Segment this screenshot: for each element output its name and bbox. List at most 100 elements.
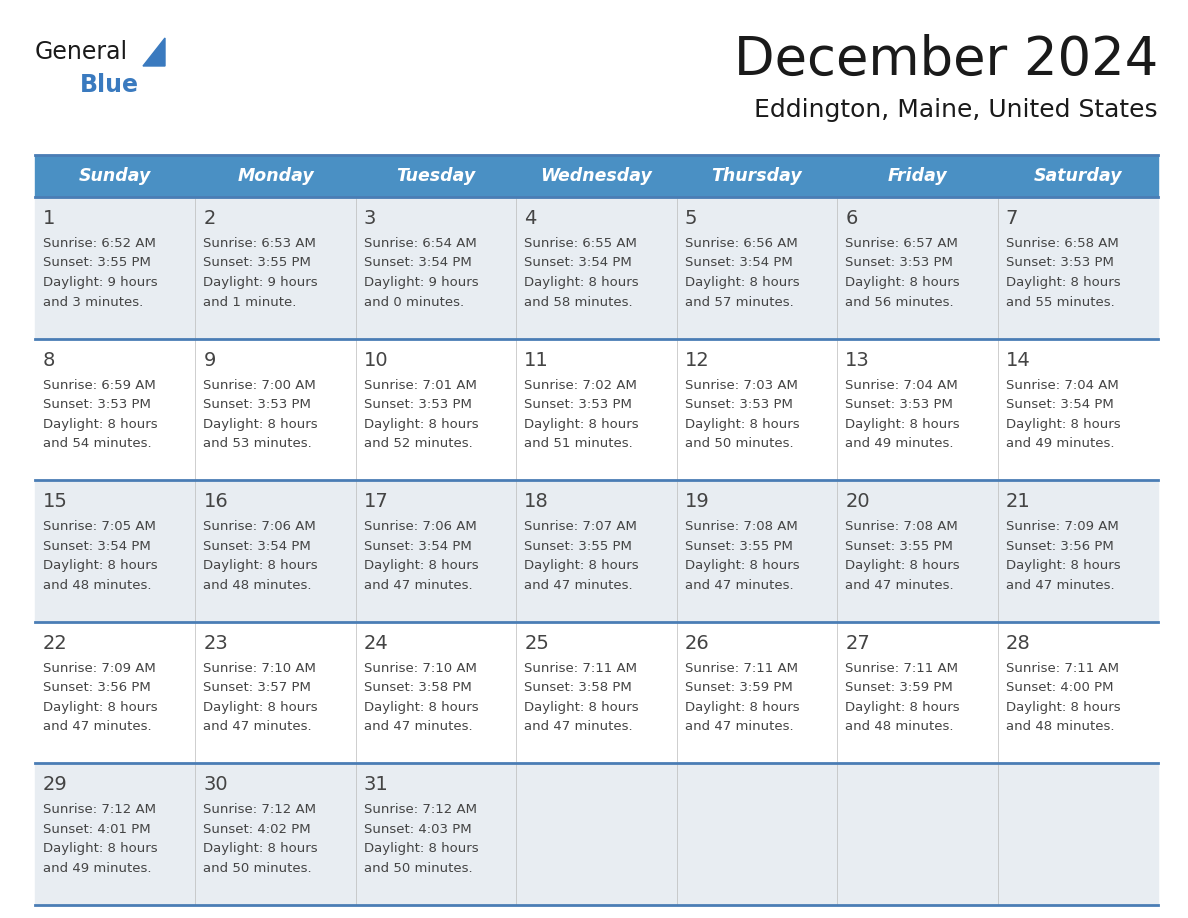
Text: Daylight: 8 hours: Daylight: 8 hours: [524, 276, 639, 289]
Text: Daylight: 8 hours: Daylight: 8 hours: [845, 700, 960, 714]
Text: 14: 14: [1005, 351, 1030, 370]
Text: and 0 minutes.: and 0 minutes.: [364, 296, 465, 308]
Text: and 55 minutes.: and 55 minutes.: [1005, 296, 1114, 308]
Text: 24: 24: [364, 633, 388, 653]
Text: and 49 minutes.: and 49 minutes.: [43, 862, 152, 875]
Text: Sunrise: 6:53 AM: Sunrise: 6:53 AM: [203, 237, 316, 250]
Text: 11: 11: [524, 351, 549, 370]
Text: and 52 minutes.: and 52 minutes.: [364, 437, 473, 450]
Text: Daylight: 8 hours: Daylight: 8 hours: [1005, 418, 1120, 431]
Text: Sunrise: 7:10 AM: Sunrise: 7:10 AM: [364, 662, 476, 675]
Text: Sunrise: 7:09 AM: Sunrise: 7:09 AM: [43, 662, 156, 675]
Text: Daylight: 8 hours: Daylight: 8 hours: [203, 559, 318, 572]
Text: 15: 15: [43, 492, 68, 511]
Text: and 47 minutes.: and 47 minutes.: [1005, 578, 1114, 592]
Text: Daylight: 8 hours: Daylight: 8 hours: [684, 418, 800, 431]
Text: Sunset: 3:55 PM: Sunset: 3:55 PM: [684, 540, 792, 553]
Text: 25: 25: [524, 633, 549, 653]
Text: 3: 3: [364, 209, 377, 228]
Text: Sunset: 3:56 PM: Sunset: 3:56 PM: [43, 681, 151, 694]
Text: Daylight: 8 hours: Daylight: 8 hours: [43, 843, 158, 856]
Text: Daylight: 8 hours: Daylight: 8 hours: [364, 559, 479, 572]
Text: 1: 1: [43, 209, 56, 228]
Text: Daylight: 8 hours: Daylight: 8 hours: [203, 843, 318, 856]
Text: and 47 minutes.: and 47 minutes.: [364, 721, 473, 733]
Text: Sunday: Sunday: [80, 167, 151, 185]
Bar: [34, 155, 1158, 197]
Text: 16: 16: [203, 492, 228, 511]
Text: Sunset: 3:53 PM: Sunset: 3:53 PM: [364, 398, 472, 411]
Text: Sunrise: 7:09 AM: Sunrise: 7:09 AM: [1005, 521, 1118, 533]
Text: 10: 10: [364, 351, 388, 370]
Text: and 48 minutes.: and 48 minutes.: [845, 721, 954, 733]
Text: Daylight: 9 hours: Daylight: 9 hours: [364, 276, 479, 289]
Text: 9: 9: [203, 351, 216, 370]
Text: Sunset: 3:53 PM: Sunset: 3:53 PM: [845, 256, 953, 270]
Text: and 50 minutes.: and 50 minutes.: [364, 862, 473, 875]
Bar: [34, 197, 1158, 339]
Text: and 47 minutes.: and 47 minutes.: [43, 721, 152, 733]
Text: 4: 4: [524, 209, 537, 228]
Text: Daylight: 8 hours: Daylight: 8 hours: [1005, 700, 1120, 714]
Text: Daylight: 8 hours: Daylight: 8 hours: [364, 700, 479, 714]
Text: and 48 minutes.: and 48 minutes.: [43, 578, 152, 592]
Text: Sunrise: 7:04 AM: Sunrise: 7:04 AM: [845, 378, 958, 392]
Text: Sunset: 3:55 PM: Sunset: 3:55 PM: [845, 540, 953, 553]
Text: Sunrise: 6:59 AM: Sunrise: 6:59 AM: [43, 378, 156, 392]
Text: and 58 minutes.: and 58 minutes.: [524, 296, 633, 308]
Text: and 47 minutes.: and 47 minutes.: [364, 578, 473, 592]
Text: December 2024: December 2024: [734, 34, 1158, 86]
Bar: [34, 339, 1158, 480]
Text: 6: 6: [845, 209, 858, 228]
Text: 22: 22: [43, 633, 68, 653]
Text: Daylight: 8 hours: Daylight: 8 hours: [43, 559, 158, 572]
Text: Sunset: 3:55 PM: Sunset: 3:55 PM: [524, 540, 632, 553]
Text: and 54 minutes.: and 54 minutes.: [43, 437, 152, 450]
Text: Sunset: 4:03 PM: Sunset: 4:03 PM: [364, 823, 472, 836]
Text: 27: 27: [845, 633, 870, 653]
Text: Blue: Blue: [80, 73, 139, 97]
Text: Sunset: 3:54 PM: Sunset: 3:54 PM: [364, 540, 472, 553]
Text: 7: 7: [1005, 209, 1018, 228]
Text: Sunset: 3:54 PM: Sunset: 3:54 PM: [203, 540, 311, 553]
Bar: [34, 621, 1158, 764]
Text: and 47 minutes.: and 47 minutes.: [524, 721, 633, 733]
Text: 2: 2: [203, 209, 216, 228]
Text: Sunrise: 7:08 AM: Sunrise: 7:08 AM: [684, 521, 797, 533]
Text: and 47 minutes.: and 47 minutes.: [203, 721, 312, 733]
Text: Sunset: 3:54 PM: Sunset: 3:54 PM: [524, 256, 632, 270]
Text: Sunset: 3:59 PM: Sunset: 3:59 PM: [684, 681, 792, 694]
Text: Sunrise: 7:03 AM: Sunrise: 7:03 AM: [684, 378, 797, 392]
Text: Sunset: 3:53 PM: Sunset: 3:53 PM: [43, 398, 151, 411]
Text: 13: 13: [845, 351, 870, 370]
Text: Sunrise: 6:57 AM: Sunrise: 6:57 AM: [845, 237, 958, 250]
Text: 18: 18: [524, 492, 549, 511]
Text: Sunrise: 7:10 AM: Sunrise: 7:10 AM: [203, 662, 316, 675]
Text: Sunset: 3:54 PM: Sunset: 3:54 PM: [364, 256, 472, 270]
Text: and 57 minutes.: and 57 minutes.: [684, 296, 794, 308]
Text: Daylight: 8 hours: Daylight: 8 hours: [845, 276, 960, 289]
Text: Sunset: 3:59 PM: Sunset: 3:59 PM: [845, 681, 953, 694]
Text: and 49 minutes.: and 49 minutes.: [845, 437, 954, 450]
Text: and 47 minutes.: and 47 minutes.: [684, 721, 794, 733]
Text: 26: 26: [684, 633, 709, 653]
Text: Sunrise: 6:55 AM: Sunrise: 6:55 AM: [524, 237, 637, 250]
Bar: [34, 764, 1158, 905]
Text: Daylight: 8 hours: Daylight: 8 hours: [524, 559, 639, 572]
Text: Saturday: Saturday: [1034, 167, 1123, 185]
Text: Monday: Monday: [238, 167, 314, 185]
Text: and 50 minutes.: and 50 minutes.: [684, 437, 794, 450]
Text: Daylight: 8 hours: Daylight: 8 hours: [203, 418, 318, 431]
Text: 23: 23: [203, 633, 228, 653]
Text: Sunrise: 7:12 AM: Sunrise: 7:12 AM: [43, 803, 156, 816]
Text: Daylight: 8 hours: Daylight: 8 hours: [684, 700, 800, 714]
Text: Tuesday: Tuesday: [397, 167, 475, 185]
Text: Sunrise: 7:11 AM: Sunrise: 7:11 AM: [1005, 662, 1119, 675]
Text: Sunrise: 7:00 AM: Sunrise: 7:00 AM: [203, 378, 316, 392]
Text: Sunrise: 7:04 AM: Sunrise: 7:04 AM: [1005, 378, 1118, 392]
Text: Sunrise: 7:06 AM: Sunrise: 7:06 AM: [364, 521, 476, 533]
Text: and 1 minute.: and 1 minute.: [203, 296, 297, 308]
Text: Sunrise: 7:06 AM: Sunrise: 7:06 AM: [203, 521, 316, 533]
Text: 30: 30: [203, 776, 228, 794]
Text: Sunset: 3:53 PM: Sunset: 3:53 PM: [203, 398, 311, 411]
